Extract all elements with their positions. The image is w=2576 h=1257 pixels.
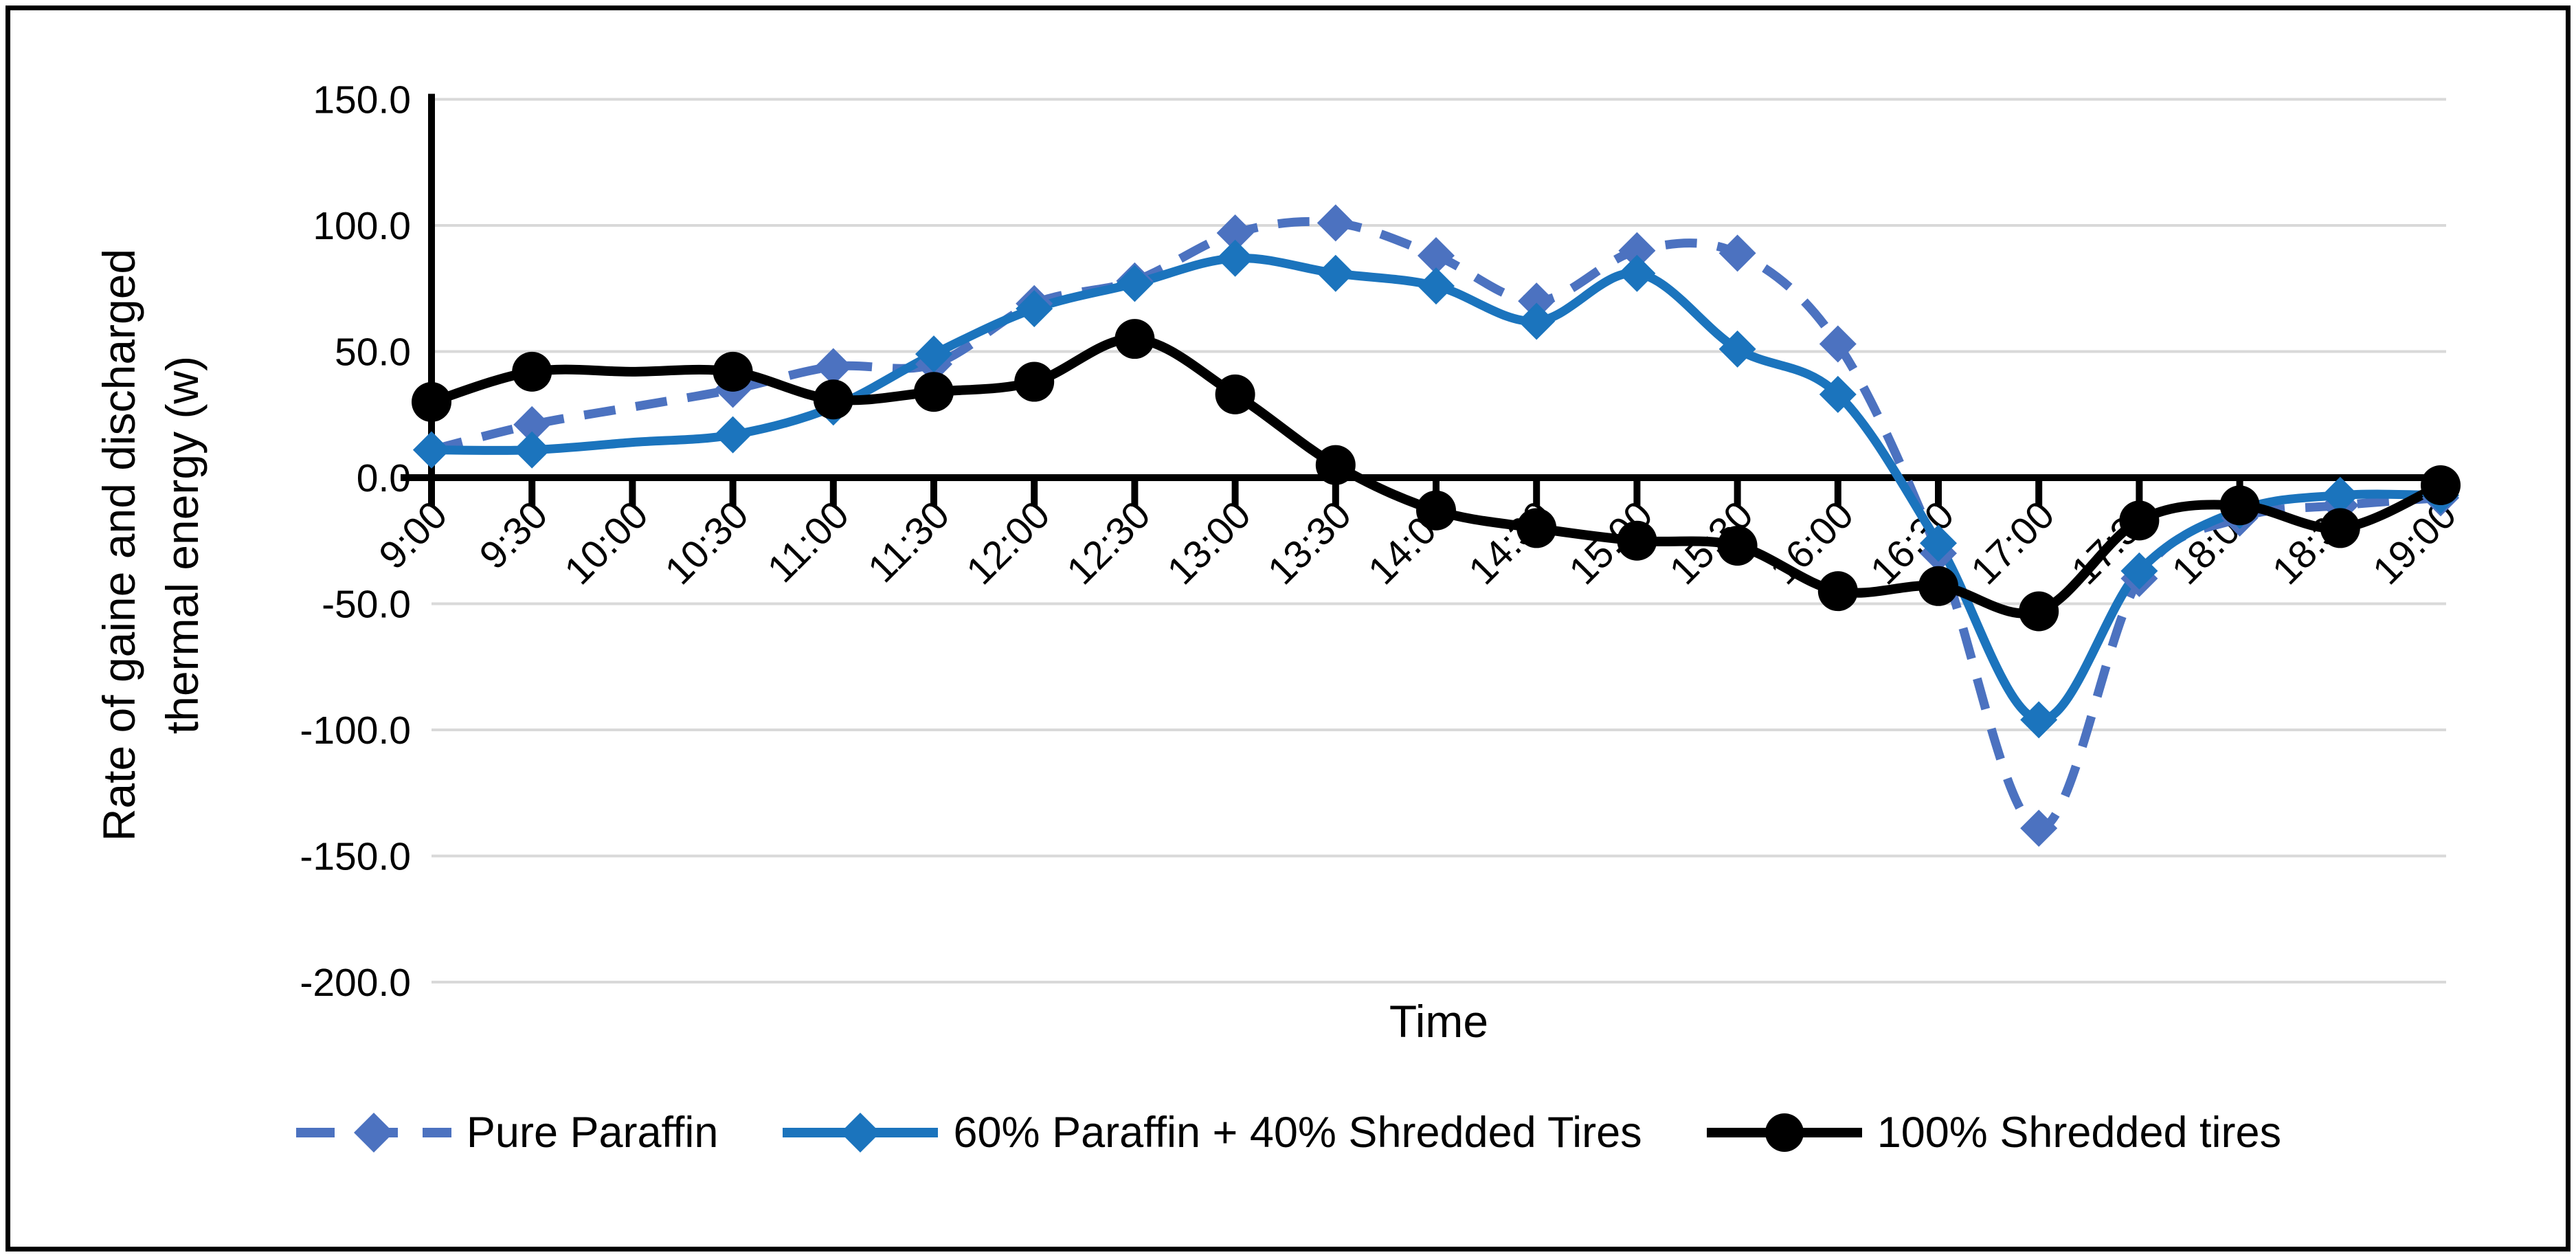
marker-60-paraffin-40-shredded-tires-14:00 xyxy=(1418,267,1455,305)
marker-100-shredded-tires-19:00 xyxy=(2421,465,2461,506)
legend-label: Pure Paraffin xyxy=(466,1109,719,1157)
marker-60-paraffin-40-shredded-tires-15:00 xyxy=(1618,254,1656,292)
marker-60-paraffin-40-shredded-tires-17:00 xyxy=(2020,701,2058,739)
marker-60-paraffin-40-shredded-tires-13:30 xyxy=(1317,254,1354,292)
marker-60-paraffin-40-shredded-tires-14:30 xyxy=(1518,302,1556,340)
marker-60-paraffin-40-shredded-tires-9:00 xyxy=(413,431,450,469)
marker-100-shredded-tires-9:30 xyxy=(512,351,552,392)
legend-dashed-line-icon xyxy=(295,1113,451,1153)
legend-label: 60% Paraffin + 40% Shredded Tires xyxy=(953,1109,1642,1157)
y-tick-label-150.0: 150.0 xyxy=(313,78,411,122)
marker-pure-paraffin-9:30 xyxy=(513,405,551,443)
y-tick-label--50.0: -50.0 xyxy=(322,583,411,627)
y-tick-label--200.0: -200.0 xyxy=(300,961,411,1005)
y-tick-label--150.0: -150.0 xyxy=(300,835,411,879)
marker-100-shredded-tires-11:30 xyxy=(914,372,954,412)
marker-100-shredded-tires-15:00 xyxy=(1617,520,1657,561)
marker-100-shredded-tires-16:00 xyxy=(1817,571,1858,612)
marker-pure-paraffin-13:00 xyxy=(1216,214,1254,252)
x-tick-label-19:00: 19:00 xyxy=(2364,493,2465,593)
marker-100-shredded-tires-18:00 xyxy=(2219,485,2260,526)
legend-black-line-icon xyxy=(1706,1113,1862,1152)
x-tick-label-10:00: 10:00 xyxy=(556,493,656,593)
marker-pure-paraffin-11:00 xyxy=(814,348,852,386)
legend-item-60-40-blend: 60% Paraffin + 40% Shredded Tires xyxy=(781,1108,1642,1157)
marker-100-shredded-tires-11:00 xyxy=(813,379,853,420)
marker-100-shredded-tires-14:30 xyxy=(1516,508,1557,548)
legend-diamond-icon xyxy=(353,1113,394,1153)
legend-circle-icon xyxy=(1765,1113,1804,1152)
legend-label: 100% Shredded tires xyxy=(1877,1109,2282,1157)
y-axis-title: Rate of gaine and discharged thermal ene… xyxy=(87,98,215,992)
marker-pure-paraffin-14:30 xyxy=(1518,282,1556,320)
marker-60-paraffin-40-shredded-tires-13:00 xyxy=(1216,239,1254,277)
marker-60-paraffin-40-shredded-tires-12:30 xyxy=(1116,265,1154,302)
x-tick-label-11:00: 11:00 xyxy=(759,493,858,591)
marker-60-paraffin-40-shredded-tires-15:30 xyxy=(1718,330,1756,368)
marker-100-shredded-tires-10:30 xyxy=(713,351,753,392)
x-tick-label-13:00: 13:00 xyxy=(1159,493,1259,593)
marker-100-shredded-tires-16:30 xyxy=(1918,566,1958,606)
y-tick-label-100.0: 100.0 xyxy=(313,204,411,248)
y-tick-label--100.0: -100.0 xyxy=(300,709,411,753)
marker-100-shredded-tires-9:00 xyxy=(412,381,451,422)
legend-item-100-shredded: 100% Shredded tires xyxy=(1705,1108,2281,1157)
marker-pure-paraffin-14:00 xyxy=(1418,237,1455,275)
marker-100-shredded-tires-12:30 xyxy=(1115,319,1155,359)
marker-100-shredded-tires-17:30 xyxy=(2119,500,2160,541)
marker-60-paraffin-40-shredded-tires-10:30 xyxy=(714,416,752,454)
marker-pure-paraffin-16:00 xyxy=(1819,325,1857,363)
marker-pure-paraffin-17:00 xyxy=(2020,810,2058,847)
legend-diamond-icon xyxy=(840,1113,881,1153)
marker-pure-paraffin-15:30 xyxy=(1718,234,1756,272)
marker-60-paraffin-40-shredded-tires-16:30 xyxy=(1920,524,1957,562)
x-tick-label-12:30: 12:30 xyxy=(1058,493,1158,593)
x-tick-label-13:30: 13:30 xyxy=(1259,493,1360,593)
marker-100-shredded-tires-18:30 xyxy=(2320,508,2360,548)
x-tick-label-12:00: 12:00 xyxy=(958,493,1058,593)
x-axis-title: Time xyxy=(1389,996,1489,1047)
marker-60-paraffin-40-shredded-tires-11:30 xyxy=(915,335,952,373)
x-tick-label-9:30: 9:30 xyxy=(471,493,557,578)
marker-pure-paraffin-13:30 xyxy=(1317,204,1354,242)
y-tick-label-50.0: 50.0 xyxy=(335,331,411,375)
marker-60-paraffin-40-shredded-tires-17:30 xyxy=(2120,552,2158,590)
legend-item-pure-paraffin: Pure Paraffin xyxy=(295,1108,719,1157)
x-tick-label-10:30: 10:30 xyxy=(657,493,757,593)
x-tick-label-11:30: 11:30 xyxy=(860,493,958,591)
marker-60-paraffin-40-shredded-tires-18:30 xyxy=(2321,476,2359,514)
x-tick-label-9:00: 9:00 xyxy=(370,493,456,578)
marker-60-paraffin-40-shredded-tires-9:30 xyxy=(513,431,551,469)
marker-60-paraffin-40-shredded-tires-16:00 xyxy=(1819,375,1857,413)
marker-100-shredded-tires-17:00 xyxy=(2019,591,2059,632)
marker-60-paraffin-40-shredded-tires-12:00 xyxy=(1016,290,1053,328)
legend-solid-line-icon xyxy=(783,1113,939,1153)
marker-100-shredded-tires-14:00 xyxy=(1416,490,1456,531)
marker-100-shredded-tires-13:30 xyxy=(1315,445,1356,485)
series-line-60-paraffin-40-shredded-tires xyxy=(427,253,2445,724)
legend: Pure Paraffin 60% Paraffin + 40% Shredde… xyxy=(0,1091,2576,1174)
marker-100-shredded-tires-12:00 xyxy=(1014,361,1055,402)
y-axis-title-line-2: thermal energy (w) xyxy=(157,355,208,735)
marker-100-shredded-tires-13:00 xyxy=(1215,374,1255,414)
marker-pure-paraffin-15:00 xyxy=(1618,232,1656,269)
y-axis-title-line-1: Rate of gaine and discharged xyxy=(93,248,144,842)
x-tick-label-17:00: 17:00 xyxy=(1962,493,2063,593)
y-tick-label-0.0: 0.0 xyxy=(357,456,411,500)
marker-100-shredded-tires-15:30 xyxy=(1717,526,1758,566)
